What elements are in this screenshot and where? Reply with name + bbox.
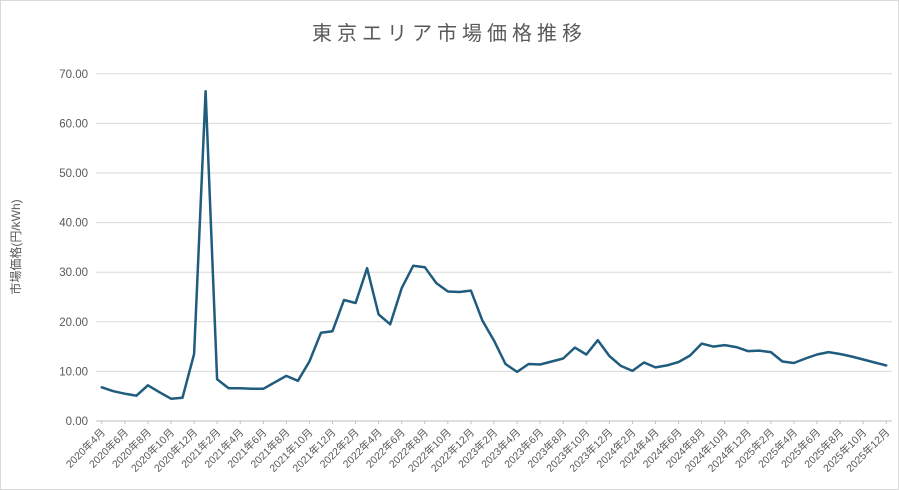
y-tick-label: 50.00 — [59, 168, 88, 180]
y-tick-label: 0.00 — [66, 416, 88, 428]
y-tick-label: 60.00 — [59, 118, 88, 130]
y-tick-label: 20.00 — [59, 317, 88, 329]
y-tick-label: 70.00 — [59, 69, 88, 81]
y-tick-label: 40.00 — [59, 218, 88, 230]
price-line — [100, 89, 888, 400]
y-tick-label: 10.00 — [59, 366, 88, 378]
y-tick-label: 30.00 — [59, 267, 88, 279]
y-axis-title: 市場価格(円/kWh) — [9, 199, 23, 295]
chart-title: 東京エリア市場価格推移 — [312, 23, 587, 45]
